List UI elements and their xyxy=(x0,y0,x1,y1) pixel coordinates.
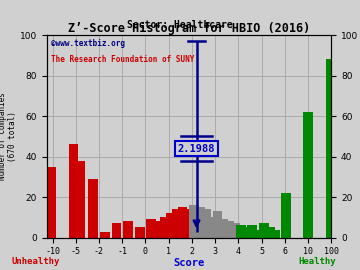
Bar xyxy=(207,217,216,238)
Bar xyxy=(46,167,56,238)
Bar xyxy=(135,227,145,238)
Bar xyxy=(259,224,269,238)
Title: Z’-Score Histogram for HBIO (2016): Z’-Score Histogram for HBIO (2016) xyxy=(68,22,310,35)
Bar xyxy=(44,177,54,238)
Bar xyxy=(230,224,240,238)
Bar xyxy=(236,225,246,238)
Bar xyxy=(123,221,133,238)
Bar xyxy=(195,207,205,238)
Bar xyxy=(112,224,121,238)
Text: Healthy: Healthy xyxy=(298,257,336,266)
Bar xyxy=(282,193,291,238)
Bar xyxy=(172,209,182,238)
Text: 2.1988: 2.1988 xyxy=(178,143,215,154)
Y-axis label: Number of companies
(670 total): Number of companies (670 total) xyxy=(0,92,17,180)
Text: The Research Foundation of SUNY: The Research Foundation of SUNY xyxy=(51,55,194,64)
Bar xyxy=(326,227,336,238)
Bar xyxy=(242,227,251,238)
Text: Unhealthy: Unhealthy xyxy=(12,257,60,266)
Bar xyxy=(178,207,188,238)
Bar xyxy=(166,213,176,238)
Text: ©www.textbiz.org: ©www.textbiz.org xyxy=(51,39,125,48)
Bar xyxy=(253,230,263,238)
Bar xyxy=(88,179,98,238)
Bar xyxy=(247,225,257,238)
Bar xyxy=(184,209,193,238)
Bar xyxy=(271,230,280,238)
Bar xyxy=(147,219,156,238)
Bar xyxy=(219,219,228,238)
Bar xyxy=(154,221,164,238)
Bar xyxy=(160,217,170,238)
Bar xyxy=(224,221,234,238)
Bar xyxy=(189,205,199,238)
Bar xyxy=(69,144,78,238)
Text: Sector: Healthcare: Sector: Healthcare xyxy=(127,20,233,30)
Bar xyxy=(75,161,85,238)
Bar xyxy=(212,211,222,238)
Bar xyxy=(326,59,336,238)
Bar xyxy=(201,209,211,238)
Bar xyxy=(100,232,110,238)
X-axis label: Score: Score xyxy=(174,258,204,268)
Bar xyxy=(303,112,313,238)
Bar xyxy=(265,227,275,238)
